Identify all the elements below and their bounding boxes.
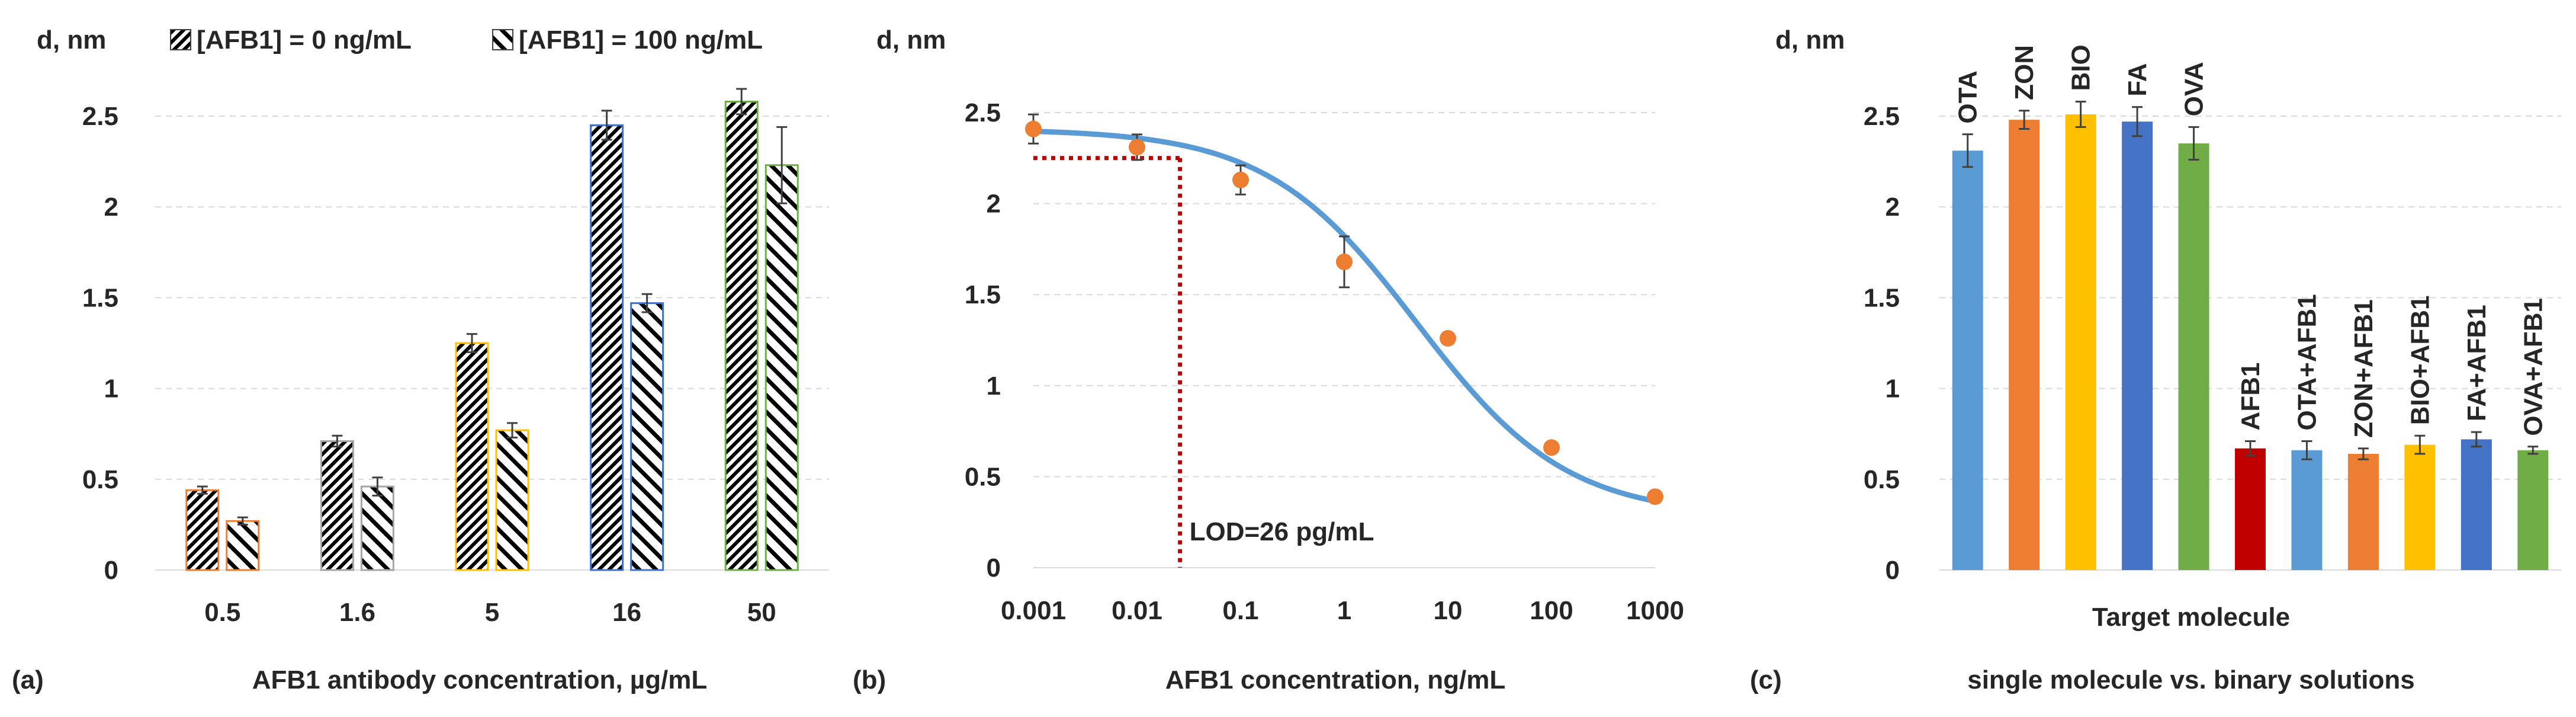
panel-a-bar [320,440,354,571]
panel-b-data-point [1543,439,1560,456]
panel-a-bar [765,164,799,571]
panel-b-xlabel: AFB1 concentration, ng/mL [1165,665,1505,694]
panel-a-bar [226,520,260,571]
panel-c-bar [2178,143,2209,570]
panel-a: d, nm [AFB1] = 0 ng/mL [AFB1] = 100 ng/m… [12,25,829,694]
panel-c-bar-label: ZON+AFB1 [2349,299,2378,437]
panel-c-bar [2009,120,2040,571]
panel-b-ytick-label: 2.5 [965,98,1001,127]
panel-c-bar [2291,450,2323,570]
panel-b: d, nm 0 0.5 1 1.5 2 2.5 0.001 0.01 0.1 1 10 100 100… [853,25,1684,694]
legend-label-100ng: [AFB1] = 100 ng/mL [519,25,763,55]
panel-c-bar [2235,448,2266,570]
panel-a-bar [590,124,624,571]
panel-b-ytick-label: 1.5 [965,280,1001,309]
panel-b-fit-curve [1030,129,1658,504]
panel-b-ytick-label: 0.5 [965,462,1001,491]
panel-b-xtick-label: 0.001 [1001,596,1066,625]
panel-c-bar [2347,453,2379,570]
panel-a-xtick-label: 50 [747,598,776,627]
panel-b-ylabel: d, nm [876,25,946,55]
panel-a-ytick-label: 2.5 [82,102,118,131]
panel-b-ytick-label: 1 [987,372,1001,401]
panel-c-ytick-label: 0 [1886,556,1900,585]
panel-c-xlabel: Target molecule [2092,603,2290,632]
panel-c-ytick-label: 1.5 [1864,283,1900,312]
panel-a-ylabel: d, nm [37,25,106,55]
panel-a-xtick-label: 1.6 [339,598,375,627]
panel-b-xtick-label: 1 [1337,596,1351,625]
panel-c-bar [1952,151,1983,570]
panel-c-label: (c) [1750,665,1782,694]
panel-a-ytick-label: 1.5 [82,283,118,312]
panel-a-ytick-label: 1 [104,374,118,404]
panel-a-bar [360,485,394,571]
panel-b-ytick-label: 0 [987,553,1001,582]
panel-c-bar-label: FA+AFB1 [2462,305,2491,421]
panel-a-bar [495,429,529,571]
panel-b-data-point [1336,253,1353,270]
panel-a-ytick-label: 0.5 [82,465,118,494]
panel-b-data-point [1232,171,1249,188]
panel-a-bar [724,100,759,571]
panel-a-ytick-label: 2 [104,193,118,222]
panel-c-ytick-label: 2 [1886,193,1900,222]
panel-c-bar-label: OVA+AFB1 [2519,298,2548,436]
panel-b-data-point [1025,120,1042,137]
legend-label-0ng: [AFB1] = 0 ng/mL [197,25,412,55]
panel-a-bar [630,302,664,571]
panel-c-ytick-label: 2.5 [1864,102,1900,131]
panel-c-ytick-label: 0.5 [1864,465,1900,494]
panel-a-xtick-label: 5 [485,598,499,627]
panel-a-bar [185,489,220,571]
legend-swatch-0ng [170,29,191,50]
panel-b-xtick-label: 0.01 [1112,596,1162,625]
panel-c-bar [2517,450,2549,570]
panel-c-bar [2122,121,2153,570]
panel-a-ytick-label: 0 [104,556,118,585]
panel-c: d, nm 0 0.5 1 1.5 2 2.5 OTA ZON BIO FA OVA AFB1 OTA… [1750,25,2561,694]
panel-a-bar [455,342,489,571]
panel-a-label: (a) [12,665,44,694]
panel-c-bar [2461,439,2492,570]
panel-c-ylabel: d, nm [1775,25,1845,55]
panel-c-bar-label: BIO+AFB1 [2405,295,2434,425]
panel-c-bar [2065,114,2096,570]
legend-swatch-100ng [492,29,513,50]
panel-b-lod-label: LOD=26 pg/mL [1190,517,1374,546]
panel-c-bar-label: AFB1 [2236,363,2265,431]
panel-a-legend: [AFB1] = 0 ng/mL [AFB1] = 100 ng/mL [170,25,763,55]
panel-c-bar-label: FA [2123,63,2152,96]
panel-c-ytick-label: 1 [1886,374,1900,404]
panel-b-ytick-label: 2 [987,190,1001,219]
panel-c-bar [2404,444,2436,570]
panel-b-label: (b) [853,665,886,694]
panel-a-xtick-label: 16 [612,598,641,627]
panel-c-bar-label: ZON [2010,45,2039,100]
panel-b-xtick-label: 1000 [1626,596,1684,625]
panel-a-xlabel: AFB1 antibody concentration, µg/mL [252,665,708,694]
panel-c-subtitle: single molecule vs. binary solutions [1967,665,2415,694]
panel-c-bar-label: OTA+AFB1 [2292,294,2321,430]
panel-b-xtick-label: 10 [1434,596,1463,625]
panel-c-bar-label: BIO [2067,44,2096,91]
panel-b-data-point [1440,329,1456,347]
panel-b-xtick-label: 100 [1530,596,1573,625]
panel-c-bar-label: OVA [2180,62,2209,116]
panel-b-xtick-label: 0.1 [1222,596,1258,625]
panel-c-bar-label: OTA [1954,71,1983,124]
panel-b-data-point [1129,139,1145,156]
panel-a-xtick-label: 0.5 [204,598,240,627]
panel-b-data-point [1647,488,1663,505]
